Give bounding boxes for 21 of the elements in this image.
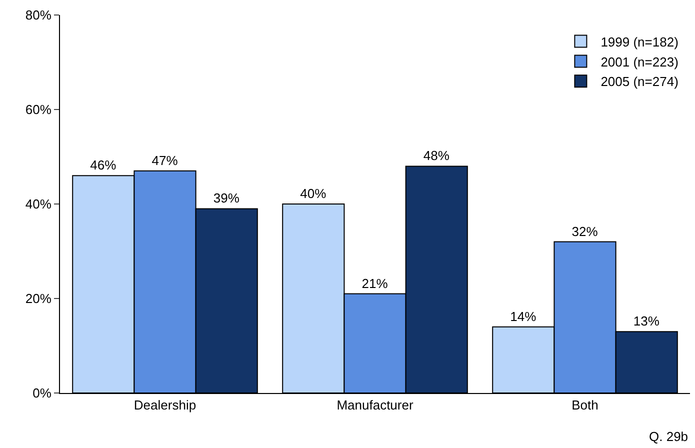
legend-label: 2001 (n=223) [600, 54, 678, 70]
data-label: 13% [633, 314, 660, 329]
data-label: 32% [572, 224, 598, 239]
data-label: 46% [90, 158, 117, 173]
data-label: 21% [362, 276, 388, 291]
legend-label: 2005 (n=274) [600, 74, 678, 90]
data-label: 14% [510, 308, 537, 324]
data-label: 47% [152, 152, 178, 168]
x-tick-label: Manufacturer [336, 398, 414, 413]
y-tick-label: 80% [25, 8, 52, 23]
data-label: 40% [300, 186, 327, 201]
y-tick-label: 0% [32, 386, 52, 401]
y-tick-label: 60% [25, 102, 52, 118]
y-tick-label: 20% [25, 291, 52, 306]
x-tick-label: Dealership [134, 398, 196, 413]
y-tick-label: 40% [25, 196, 52, 212]
data-label: 48% [423, 148, 450, 164]
legend-label: 1999 (n=182) [600, 34, 678, 50]
x-tick-label: Both [572, 398, 598, 413]
data-label: 39% [213, 190, 240, 206]
text: Q. 29b [649, 429, 688, 444]
